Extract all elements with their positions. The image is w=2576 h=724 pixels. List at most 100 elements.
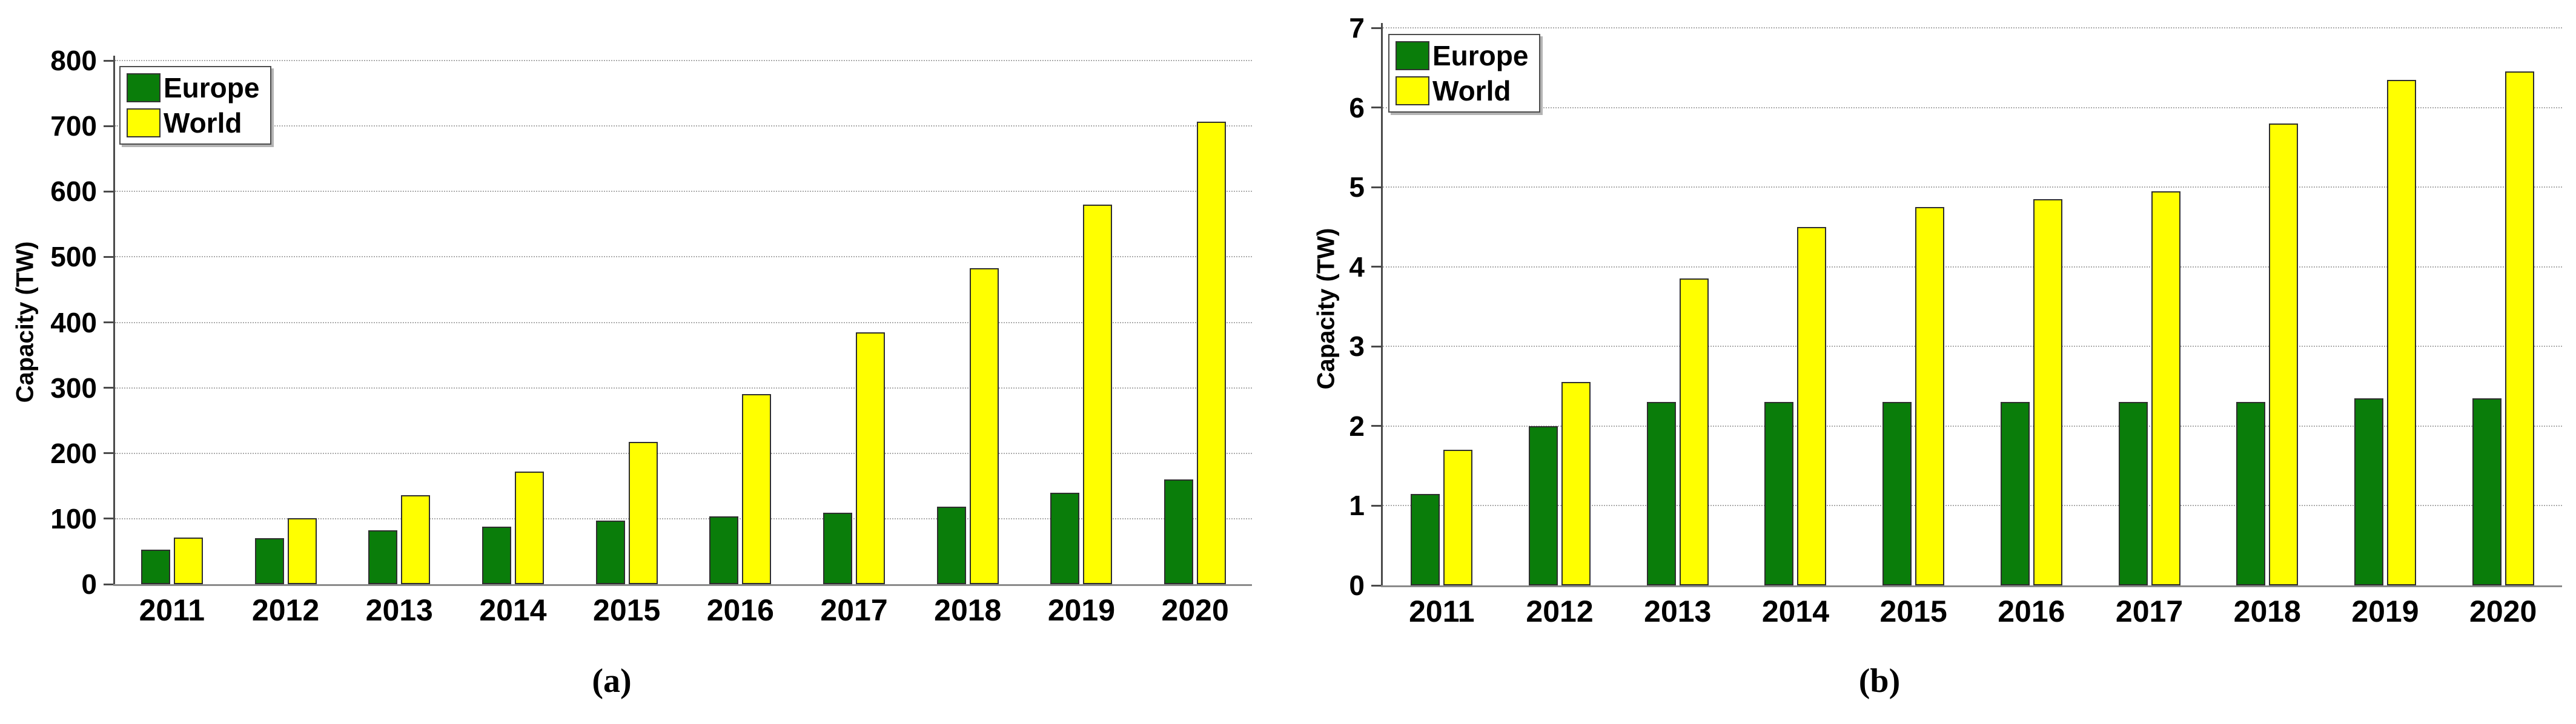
gridline-6 xyxy=(1383,107,2562,108)
y-axis-line xyxy=(113,56,115,584)
y-tick-4 xyxy=(1371,266,1381,268)
x-tick-label-2014: 2014 xyxy=(479,593,547,627)
plot-area-b: 0 1 2 3 4 5 6 7 2011 2012 2013 2014 2015 2016 2017 2018… xyxy=(1349,12,2562,628)
y-tick-7 xyxy=(1371,27,1381,29)
bar-world-2018 xyxy=(969,268,999,584)
y-tick-200 xyxy=(104,452,113,455)
gridline-200 xyxy=(115,452,1252,454)
x-axis-line xyxy=(113,584,1252,586)
y-tick-label-3: 3 xyxy=(1349,331,1365,363)
caption-b: (b) xyxy=(1858,662,1901,700)
legend-label-europe: Europe xyxy=(1432,40,1529,71)
x-tick-label-2018: 2018 xyxy=(934,593,1002,627)
y-tick-700 xyxy=(104,125,113,127)
y-tick-label-0: 0 xyxy=(81,568,97,600)
y-tick-6 xyxy=(1371,107,1381,109)
bar-world-2020 xyxy=(2505,71,2534,585)
plot-area-a: 0 100 200 300 400 500 600 700 800 2011 2012 2013 201… xyxy=(50,45,1252,627)
x-tick-label-2017: 2017 xyxy=(2115,594,2184,628)
x-tick-label-2015: 2015 xyxy=(593,593,661,627)
y-tick-label-7: 7 xyxy=(1349,12,1365,44)
bar-europe-2012 xyxy=(1529,426,1558,585)
y-tick-1 xyxy=(1371,504,1381,507)
x-tick-label-2015: 2015 xyxy=(1879,594,1947,628)
y-tick-500 xyxy=(104,255,113,258)
legend-swatch-world xyxy=(1396,76,1429,105)
y-tick-0 xyxy=(1371,584,1381,587)
bar-world-2019 xyxy=(1083,205,1113,584)
bar-europe-2014 xyxy=(1764,402,1794,585)
gridline-2 xyxy=(1383,425,2562,427)
y-tick-label-6: 6 xyxy=(1349,91,1365,123)
y-tick-label-500: 500 xyxy=(50,241,97,273)
legend-swatch-world xyxy=(127,108,161,137)
bar-world-2014 xyxy=(1797,227,1827,585)
bar-world-2011 xyxy=(1443,450,1473,585)
bar-europe-2016 xyxy=(709,516,739,584)
y-tick-label-2: 2 xyxy=(1349,410,1365,442)
bar-world-2011 xyxy=(173,538,203,584)
bar-europe-2013 xyxy=(368,530,398,584)
bar-world-2017 xyxy=(2151,191,2180,585)
y-tick-300 xyxy=(104,387,113,389)
y-tick-label-600: 600 xyxy=(50,176,97,208)
gridline-4 xyxy=(1383,266,2562,268)
x-tick-label-2016: 2016 xyxy=(706,593,774,627)
y-tick-label-4: 4 xyxy=(1349,251,1365,283)
y-tick-label-1: 1 xyxy=(1349,490,1365,522)
bar-world-2012 xyxy=(287,518,317,584)
gridline-500 xyxy=(115,256,1252,258)
bar-europe-2019 xyxy=(1050,493,1080,584)
y-tick-label-0: 0 xyxy=(1349,570,1365,601)
bar-world-2013 xyxy=(1679,278,1709,585)
y-tick-800 xyxy=(104,59,113,62)
bar-europe-2011 xyxy=(141,550,170,584)
bar-europe-2015 xyxy=(595,521,625,584)
x-tick-label-2018: 2018 xyxy=(2233,594,2301,628)
gridline-300 xyxy=(115,387,1252,389)
y-tick-label-300: 300 xyxy=(50,372,97,404)
gridline-7 xyxy=(1383,27,2562,28)
bar-europe-2014 xyxy=(482,527,511,584)
legend-row-world: World xyxy=(127,108,259,137)
y-tick-600 xyxy=(104,190,113,193)
x-tick-label-2012: 2012 xyxy=(1526,594,1594,628)
gridline-800 xyxy=(115,60,1252,61)
gridline-3 xyxy=(1383,346,2562,347)
bar-europe-2018 xyxy=(2236,402,2266,585)
legend-label-world: World xyxy=(1432,75,1511,107)
y-tick-label-100: 100 xyxy=(50,502,97,535)
x-tick-label-2013: 2013 xyxy=(365,593,433,627)
bar-world-2016 xyxy=(2033,199,2062,585)
bar-world-2014 xyxy=(514,472,544,584)
y-tick-label-5: 5 xyxy=(1349,171,1365,203)
gridline-1 xyxy=(1383,505,2562,507)
y-tick-label-800: 800 xyxy=(50,45,97,76)
legend-swatch-europe xyxy=(1396,41,1429,70)
x-tick-label-2020: 2020 xyxy=(1161,593,1229,627)
x-tick-label-2014: 2014 xyxy=(1761,594,1830,628)
bar-europe-2020 xyxy=(1164,479,1194,584)
x-tick-label-2019: 2019 xyxy=(1047,593,1116,627)
legend-b: Europe World xyxy=(1388,34,1541,113)
y-tick-label-200: 200 xyxy=(50,437,97,469)
bar-europe-2011 xyxy=(1411,494,1440,585)
bar-europe-2019 xyxy=(2354,398,2383,585)
bar-world-2015 xyxy=(1915,207,1945,585)
x-tick-label-2020: 2020 xyxy=(2469,594,2537,628)
bar-world-2020 xyxy=(1197,122,1227,584)
gridline-600 xyxy=(115,191,1252,193)
bar-europe-2020 xyxy=(2472,398,2502,585)
legend-row-world: World xyxy=(1396,76,1528,105)
bar-europe-2016 xyxy=(2000,402,2030,585)
bar-europe-2015 xyxy=(1882,402,1912,585)
x-tick-label-2011: 2011 xyxy=(139,593,205,627)
bar-europe-2012 xyxy=(254,538,284,584)
legend-row-europe: Europe xyxy=(1396,41,1528,70)
legend-label-world: World xyxy=(164,107,242,139)
legend-a: Europe World xyxy=(119,66,272,145)
x-tick-label-2019: 2019 xyxy=(2351,594,2419,628)
chart-panel-b: Capacity (TW) 0 1 2 3 4 5 6 7 2011 2012 2013 2014 20… xyxy=(1288,0,2576,724)
y-axis-line xyxy=(1381,23,1383,585)
bar-world-2017 xyxy=(856,332,886,584)
